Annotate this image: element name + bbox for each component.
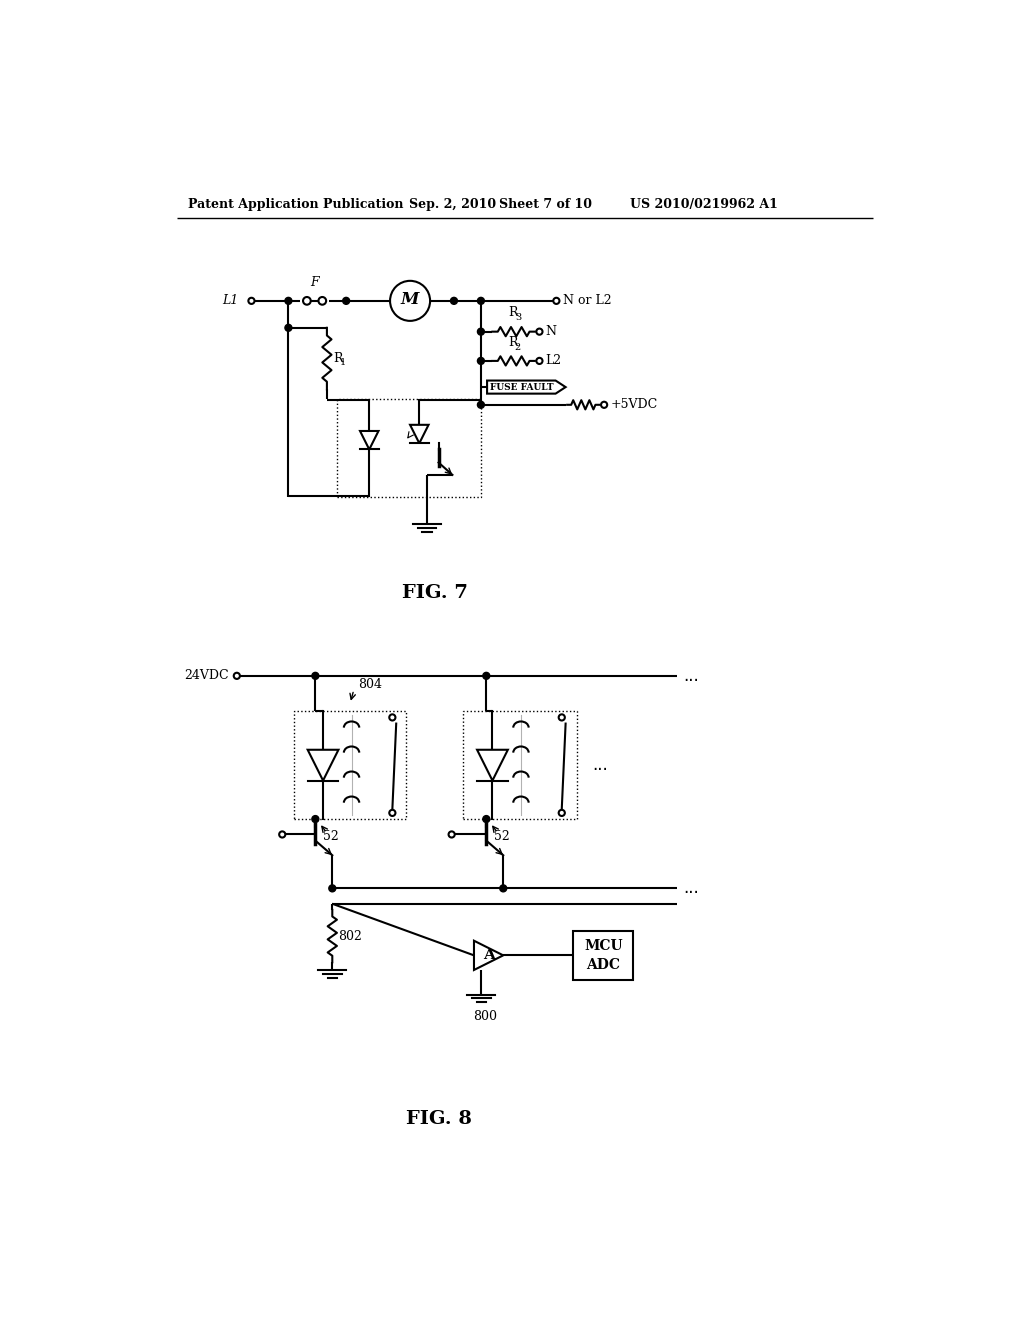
- Circle shape: [343, 297, 349, 305]
- Circle shape: [537, 358, 543, 364]
- Text: R: R: [508, 335, 517, 348]
- Text: MCU: MCU: [584, 939, 623, 953]
- Text: A: A: [482, 948, 495, 962]
- Polygon shape: [307, 750, 339, 780]
- Circle shape: [312, 672, 318, 680]
- Polygon shape: [410, 425, 429, 444]
- Circle shape: [483, 816, 489, 822]
- Text: ...: ...: [683, 667, 699, 685]
- Text: Patent Application Publication: Patent Application Publication: [188, 198, 403, 211]
- Circle shape: [303, 297, 310, 305]
- Text: 804: 804: [357, 677, 382, 690]
- Text: L1: L1: [222, 294, 239, 308]
- Text: 52: 52: [494, 829, 510, 842]
- Text: 802: 802: [339, 929, 362, 942]
- Text: 800: 800: [473, 1010, 497, 1023]
- Text: 2: 2: [515, 343, 521, 351]
- Text: Sep. 2, 2010: Sep. 2, 2010: [410, 198, 497, 211]
- Circle shape: [559, 714, 565, 721]
- Circle shape: [601, 401, 607, 408]
- Polygon shape: [360, 430, 379, 449]
- Circle shape: [280, 832, 286, 838]
- Text: 52: 52: [323, 829, 339, 842]
- Circle shape: [500, 884, 507, 892]
- Circle shape: [559, 810, 565, 816]
- Circle shape: [318, 297, 326, 305]
- Circle shape: [537, 329, 543, 335]
- Text: 1: 1: [340, 358, 346, 367]
- Circle shape: [477, 358, 484, 364]
- Circle shape: [285, 297, 292, 305]
- Text: R: R: [333, 352, 343, 366]
- Polygon shape: [474, 941, 503, 970]
- Text: N: N: [546, 325, 557, 338]
- Circle shape: [312, 816, 318, 822]
- Text: US 2010/0219962 A1: US 2010/0219962 A1: [630, 198, 777, 211]
- Text: Sheet 7 of 10: Sheet 7 of 10: [499, 198, 592, 211]
- Text: N or L2: N or L2: [562, 294, 611, 308]
- Text: 3: 3: [515, 313, 521, 322]
- Text: M: M: [400, 290, 419, 308]
- Circle shape: [233, 673, 240, 678]
- Circle shape: [449, 832, 455, 838]
- Circle shape: [285, 325, 292, 331]
- Circle shape: [389, 714, 395, 721]
- Text: F: F: [310, 276, 318, 289]
- Circle shape: [483, 672, 489, 680]
- Circle shape: [553, 298, 559, 304]
- Text: FUSE FAULT: FUSE FAULT: [489, 383, 553, 392]
- Text: ...: ...: [683, 879, 699, 898]
- FancyBboxPatch shape: [573, 931, 634, 979]
- Circle shape: [390, 281, 430, 321]
- Text: 24VDC: 24VDC: [184, 669, 229, 682]
- Circle shape: [477, 401, 484, 408]
- Circle shape: [451, 297, 458, 305]
- Text: FIG. 7: FIG. 7: [401, 585, 468, 602]
- Polygon shape: [477, 750, 508, 780]
- Circle shape: [329, 884, 336, 892]
- Circle shape: [389, 810, 395, 816]
- Text: R: R: [508, 306, 517, 319]
- Text: ADC: ADC: [587, 957, 621, 972]
- Polygon shape: [487, 380, 565, 393]
- Text: FIG. 8: FIG. 8: [406, 1110, 471, 1129]
- Circle shape: [477, 329, 484, 335]
- Text: ...: ...: [593, 756, 608, 774]
- Text: L2: L2: [546, 354, 562, 367]
- Circle shape: [249, 298, 255, 304]
- Text: +5VDC: +5VDC: [610, 399, 657, 412]
- Circle shape: [477, 297, 484, 305]
